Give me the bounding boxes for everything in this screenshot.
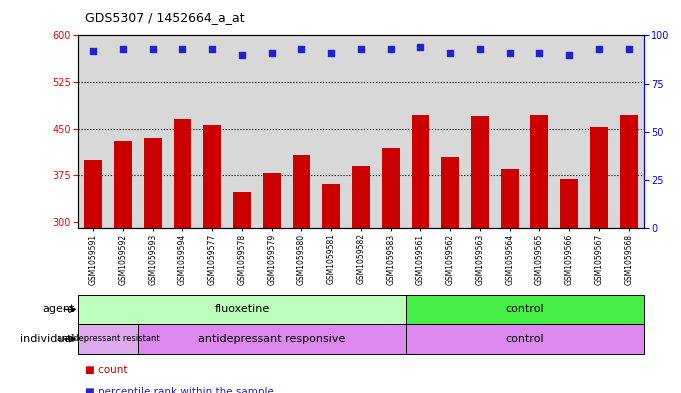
Bar (590, 127, 608, 228)
Text: individual: individual (20, 334, 75, 344)
Bar (382, 149, 400, 228)
Bar (144, 138, 161, 228)
Bar (84, 160, 102, 228)
Point (296, 46, 307, 52)
Point (147, 46, 158, 52)
Bar (352, 166, 370, 228)
Bar (203, 125, 221, 228)
Point (207, 46, 218, 52)
Bar (293, 154, 311, 228)
Point (266, 50, 277, 56)
Text: GDS5307 / 1452664_a_at: GDS5307 / 1452664_a_at (85, 11, 244, 24)
Point (475, 46, 486, 52)
Bar (441, 156, 459, 228)
Bar (620, 115, 637, 228)
Point (445, 50, 456, 56)
Point (88, 48, 99, 54)
Point (385, 46, 396, 52)
Text: ■ percentile rank within the sample: ■ percentile rank within the sample (85, 387, 274, 393)
Point (326, 50, 336, 56)
Bar (263, 173, 281, 228)
Bar (78, 324, 138, 354)
Bar (530, 115, 548, 228)
Point (623, 46, 634, 52)
Bar (233, 192, 251, 228)
Bar (322, 184, 340, 228)
Bar (406, 324, 644, 354)
Bar (78, 295, 406, 324)
Text: fluoxetine: fluoxetine (215, 305, 270, 314)
Text: antidepressant responsive: antidepressant responsive (198, 334, 345, 344)
Point (593, 46, 604, 52)
Bar (501, 169, 519, 228)
Text: control: control (505, 305, 544, 314)
Point (564, 51, 575, 58)
Point (118, 46, 129, 52)
Text: ■ count: ■ count (85, 365, 127, 375)
Bar (560, 180, 578, 228)
Bar (411, 115, 429, 228)
Point (236, 51, 247, 58)
Bar (471, 116, 489, 228)
Bar (138, 324, 406, 354)
Bar (114, 141, 132, 228)
Point (504, 50, 515, 56)
Point (355, 46, 366, 52)
Bar (406, 295, 644, 324)
Text: control: control (505, 334, 544, 344)
Point (534, 50, 545, 56)
Point (177, 46, 188, 52)
Point (415, 44, 426, 50)
Text: agent: agent (42, 305, 75, 314)
Bar (174, 119, 191, 228)
Text: antidepressant resistant: antidepressant resistant (57, 334, 159, 343)
